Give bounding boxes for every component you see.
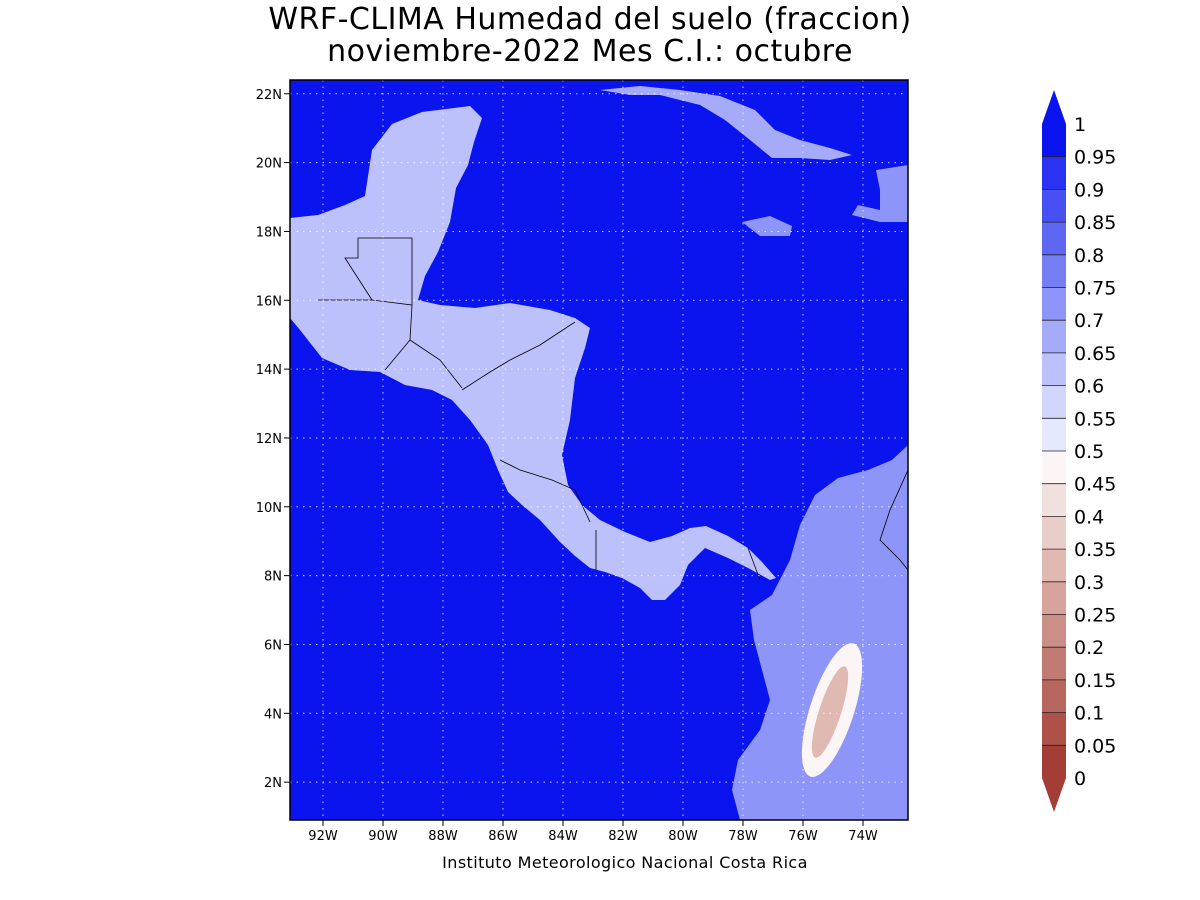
x-tick-label: 88W bbox=[428, 829, 458, 844]
x-tick-label: 76W bbox=[788, 829, 818, 844]
hispaniola-land bbox=[852, 165, 908, 222]
colorbar-swatch bbox=[1042, 745, 1066, 779]
colorbar-label: 0.25 bbox=[1074, 605, 1116, 627]
colorbar-swatch bbox=[1042, 516, 1066, 550]
colorbar-swatch bbox=[1042, 385, 1066, 419]
x-axis: 92W 90W 88W 86W 84W 82W 80W 78W 76W 74W bbox=[308, 820, 878, 844]
colorbar: 1 0.95 0.9 0.85 0.8 0.75 0.7 0.65 0.6 0.55 0.5 0.45… bbox=[1042, 90, 1116, 812]
colorbar-label: 0.45 bbox=[1074, 474, 1116, 496]
andes-dry-zone-inner bbox=[811, 666, 849, 758]
colorbar-label: 0.7 bbox=[1074, 310, 1104, 332]
x-tick-label: 82W bbox=[608, 829, 638, 844]
y-axis: 22N 20N 18N 16N 14N 12N 10N 8N 6N 4N 2N bbox=[256, 88, 290, 791]
colorbar-swatch bbox=[1042, 614, 1066, 648]
colorbar-label: 1 bbox=[1074, 114, 1086, 136]
x-tick-label: 92W bbox=[308, 829, 338, 844]
colorbar-arrow-min bbox=[1042, 778, 1066, 812]
y-tick-label: 6N bbox=[264, 638, 282, 653]
colorbar-swatch bbox=[1042, 451, 1066, 485]
chart-subtitle: noviembre-2022 Mes C.I.: octubre bbox=[327, 34, 853, 69]
colorbar-swatch bbox=[1042, 418, 1066, 452]
chart-title: WRF-CLIMA Humedad del suelo (fraccion) bbox=[268, 2, 912, 37]
central-america-land bbox=[290, 106, 776, 600]
colorbar-label: 0.6 bbox=[1074, 376, 1104, 398]
colorbar-label: 0.8 bbox=[1074, 245, 1104, 267]
colorbar-label: 0.55 bbox=[1074, 408, 1116, 430]
colorbar-swatch bbox=[1042, 320, 1066, 354]
colorbar-label: 0.75 bbox=[1074, 278, 1116, 300]
map-area bbox=[290, 80, 908, 820]
y-tick-label: 10N bbox=[256, 501, 282, 516]
y-tick-label: 2N bbox=[264, 776, 282, 791]
colorbar-label: 0.85 bbox=[1074, 212, 1116, 234]
colorbar-label: 0.15 bbox=[1074, 670, 1116, 692]
colorbar-label: 0.9 bbox=[1074, 179, 1104, 201]
y-tick-label: 8N bbox=[264, 570, 282, 585]
colorbar-swatch bbox=[1042, 549, 1066, 583]
y-tick-label: 12N bbox=[256, 432, 282, 447]
x-tick-label: 74W bbox=[848, 829, 878, 844]
colorbar-swatch bbox=[1042, 679, 1066, 714]
y-tick-label: 4N bbox=[264, 707, 282, 722]
colorbar-label: 0.05 bbox=[1074, 735, 1116, 757]
colorbar-swatch bbox=[1042, 712, 1066, 746]
colorbar-label: 0.35 bbox=[1074, 539, 1116, 561]
colorbar-swatch bbox=[1042, 287, 1066, 321]
colorbar-label: 0.1 bbox=[1074, 703, 1104, 725]
colorbar-label: 0 bbox=[1074, 768, 1086, 790]
colorbar-swatch bbox=[1042, 647, 1066, 681]
map-frame bbox=[289, 79, 909, 821]
colorbar-swatch bbox=[1042, 222, 1066, 256]
footer-credit: Instituto Meteorologico Nacional Costa R… bbox=[442, 853, 808, 872]
colorbar-label: 0.95 bbox=[1074, 147, 1116, 169]
colorbar-label: 0.65 bbox=[1074, 343, 1116, 365]
y-tick-label: 14N bbox=[256, 363, 282, 378]
colorbar-label: 0.5 bbox=[1074, 441, 1104, 463]
x-tick-label: 80W bbox=[668, 829, 698, 844]
colorbar-swatch bbox=[1042, 254, 1066, 288]
colorbar-swatch bbox=[1042, 189, 1066, 223]
colorbar-swatch bbox=[1042, 581, 1066, 615]
south-america-land bbox=[732, 445, 908, 820]
colorbar-arrow-max bbox=[1042, 90, 1066, 124]
colorbar-swatch bbox=[1042, 483, 1066, 517]
x-tick-label: 90W bbox=[368, 829, 398, 844]
y-tick-label: 20N bbox=[256, 157, 282, 172]
y-tick-label: 22N bbox=[256, 88, 282, 103]
colorbar-label: 0.4 bbox=[1074, 506, 1104, 528]
colorbar-label: 0.2 bbox=[1074, 637, 1104, 659]
colorbar-swatch bbox=[1042, 352, 1066, 387]
map-grid bbox=[290, 80, 908, 820]
colorbar-label: 0.3 bbox=[1074, 572, 1104, 594]
y-tick-label: 16N bbox=[256, 294, 282, 309]
cuba-land bbox=[600, 86, 852, 160]
y-tick-label: 18N bbox=[256, 225, 282, 240]
colorbar-swatch bbox=[1042, 124, 1066, 158]
colorbar-swatch bbox=[1042, 156, 1066, 190]
x-tick-label: 86W bbox=[488, 829, 518, 844]
x-tick-label: 78W bbox=[728, 829, 758, 844]
x-tick-label: 84W bbox=[548, 829, 578, 844]
jamaica-land bbox=[742, 216, 792, 236]
